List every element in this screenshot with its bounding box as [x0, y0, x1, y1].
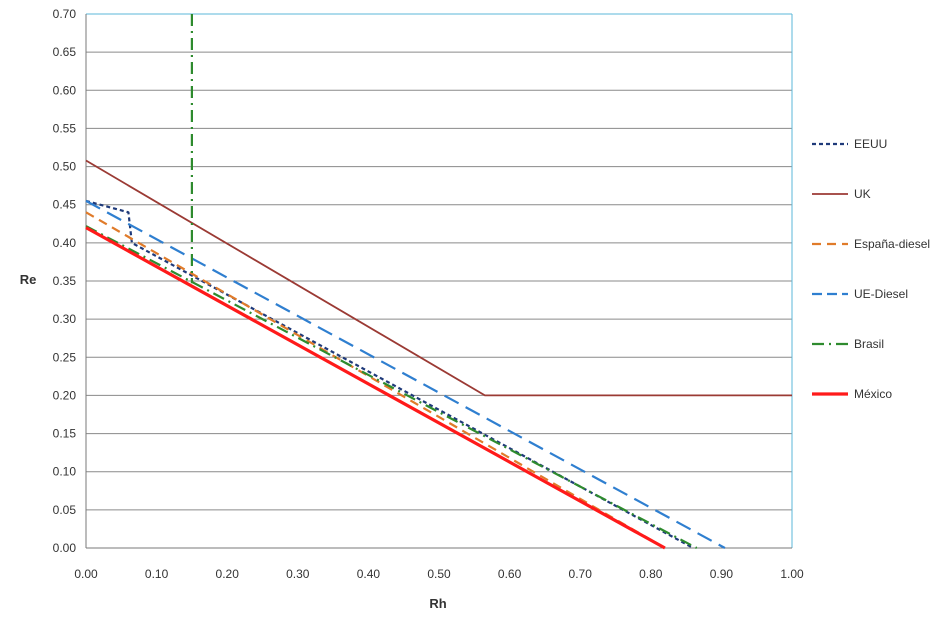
y-axis-title: Re [20, 272, 37, 287]
legend-label-espa-a-diesel: España-diesel [854, 237, 930, 251]
y-tick-label: 0.05 [53, 503, 77, 517]
plot-area [85, 14, 792, 550]
x-tick-label: 0.30 [286, 567, 310, 581]
x-tick-label: 0.60 [498, 567, 522, 581]
y-tick-label: 0.10 [53, 465, 77, 479]
series-line-brasil [85, 225, 698, 549]
x-tick-label: 0.10 [145, 567, 169, 581]
y-tick-label: 0.40 [53, 236, 77, 250]
x-tick-label: 0.70 [569, 567, 593, 581]
series-line-espa-a-diesel [85, 211, 666, 549]
y-tick-label: 0.35 [53, 274, 77, 288]
y-tick-label: 0.30 [53, 312, 77, 326]
legend-label-brasil: Brasil [854, 337, 884, 351]
x-tick-label: 0.40 [357, 567, 381, 581]
series-line-eeuu [85, 199, 694, 549]
legend: EEUU UK España-diesel UE-Diesel Brasil México [812, 137, 930, 401]
series-line-m-xico [85, 226, 666, 550]
y-tick-label: 0.70 [53, 7, 77, 21]
y-tick-label: 0.25 [53, 350, 77, 364]
x-tick-label: 0.90 [710, 567, 734, 581]
tick-labels: 0.00 0.05 0.10 0.15 0.20 0.25 0.30 0.35 0.40 0.45… [53, 7, 804, 581]
y-tick-label: 0.20 [53, 388, 77, 402]
series-line-uk [85, 159, 792, 397]
y-tick-label: 0.55 [53, 121, 77, 135]
y-tick-label: 0.65 [53, 45, 77, 59]
y-tick-label: 0.60 [53, 83, 77, 97]
legend-label-ue-diesel: UE-Diesel [854, 287, 908, 301]
y-tick-label: 0.45 [53, 198, 77, 212]
x-axis-title: Rh [429, 596, 446, 611]
x-tick-label: 0.50 [427, 567, 451, 581]
series-line-ue-diesel [85, 199, 726, 549]
x-tick-label: 0.20 [216, 567, 240, 581]
legend-label-m-xico: México [854, 387, 892, 401]
legend-label-uk: UK [854, 187, 871, 201]
x-tick-label: 0.00 [74, 567, 98, 581]
x-tick-label: 1.00 [780, 567, 804, 581]
axes [85, 13, 793, 549]
y-tick-label: 0.00 [53, 541, 77, 555]
x-tick-label: 0.80 [639, 567, 663, 581]
y-tick-label: 0.50 [53, 160, 77, 174]
legend-label-eeuu: EEUU [854, 137, 887, 151]
y-tick-label: 0.15 [53, 427, 77, 441]
